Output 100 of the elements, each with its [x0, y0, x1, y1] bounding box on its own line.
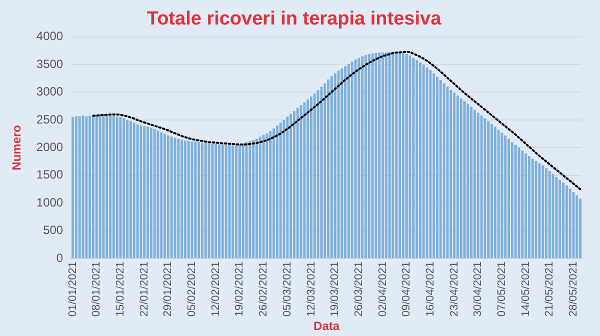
bar	[382, 52, 384, 258]
bar	[224, 144, 228, 258]
bar	[487, 121, 490, 258]
bar	[579, 198, 582, 258]
bar	[416, 60, 418, 258]
bar	[473, 110, 476, 258]
bar	[85, 116, 88, 258]
bar	[292, 111, 296, 258]
bar	[555, 177, 558, 258]
bar	[334, 73, 336, 258]
bar	[204, 142, 207, 258]
bar	[95, 114, 98, 258]
x-tick-label: 05/03/2021	[281, 262, 294, 317]
bar	[279, 122, 282, 258]
bar	[112, 116, 115, 258]
bar	[132, 122, 136, 258]
bar	[504, 135, 507, 258]
bar	[514, 144, 517, 258]
bar	[129, 121, 132, 258]
line-series	[92, 50, 582, 190]
y-tick-label: 3000	[36, 84, 64, 99]
bar	[562, 182, 564, 258]
bar	[422, 64, 425, 258]
bar	[313, 93, 316, 258]
bar	[194, 142, 197, 258]
bar	[164, 134, 166, 258]
bar	[143, 126, 146, 258]
bar	[150, 128, 152, 258]
bar	[476, 112, 480, 258]
x-tick-label: 15/01/2021	[114, 262, 127, 317]
bar	[310, 96, 312, 258]
y-tick-label: 500	[43, 223, 64, 238]
bar	[238, 144, 241, 258]
bar	[286, 116, 289, 258]
x-axis-title: Data	[314, 319, 340, 334]
bar	[252, 140, 255, 258]
bar	[350, 62, 354, 258]
bar	[426, 67, 428, 258]
bar	[166, 135, 170, 258]
bar	[337, 70, 340, 258]
x-tick-label: 19/02/2021	[234, 262, 246, 317]
bar	[146, 126, 149, 258]
bar	[388, 52, 391, 258]
bar	[88, 116, 92, 258]
bar	[528, 156, 530, 258]
y-axis-title: Numero	[10, 125, 24, 170]
y-tick-label: 2500	[36, 112, 64, 126]
x-tick-label: 14/05/2021	[520, 262, 532, 317]
x-tick-label: 19/03/2021	[329, 262, 342, 317]
bar	[364, 55, 367, 258]
bar	[412, 58, 415, 258]
x-tick-label: 08/01/2021	[90, 262, 103, 317]
bar	[402, 52, 404, 258]
bar	[371, 53, 374, 258]
x-tick-label: 16/04/2021	[424, 262, 436, 317]
y-tick-label: 4000	[36, 29, 64, 44]
bar	[177, 138, 180, 258]
bar	[272, 128, 275, 258]
bar	[538, 163, 541, 258]
bar	[316, 90, 320, 258]
bar	[140, 126, 142, 258]
x-tick-label: 01/01/2021	[66, 262, 79, 317]
chart-title: Totale ricoveri in terapia intesiva	[146, 8, 442, 30]
bar	[258, 136, 262, 258]
bar	[558, 180, 562, 258]
bar	[395, 52, 398, 258]
bar	[418, 62, 422, 258]
x-tick-label: 12/02/2021	[210, 262, 222, 317]
bar	[439, 80, 442, 258]
bar	[296, 108, 299, 258]
bar	[201, 142, 204, 258]
bar	[450, 90, 452, 258]
x-tick-label: 26/02/2021	[258, 262, 270, 317]
bar	[374, 52, 378, 258]
bar	[153, 128, 156, 258]
bar	[344, 66, 347, 258]
bar	[368, 54, 370, 258]
x-tick-label: 21/05/2021	[544, 262, 556, 317]
bar	[184, 140, 186, 258]
bar	[436, 76, 438, 258]
bar	[228, 144, 231, 258]
bar	[122, 118, 126, 258]
bar	[282, 120, 286, 258]
bar	[508, 138, 510, 258]
bar	[180, 140, 184, 258]
bar	[208, 143, 210, 258]
bar	[378, 52, 381, 258]
bar	[521, 150, 524, 258]
bar	[330, 76, 333, 258]
x-tick-label: 28/05/2021	[568, 262, 580, 317]
bar	[187, 141, 190, 258]
bar	[306, 99, 310, 258]
bar	[160, 132, 163, 258]
bar	[548, 170, 551, 258]
bar	[456, 96, 459, 258]
bar	[156, 130, 160, 258]
bar	[102, 114, 105, 258]
x-tick-label: 12/03/2021	[305, 262, 318, 317]
bar	[256, 138, 258, 258]
bar	[510, 142, 514, 258]
